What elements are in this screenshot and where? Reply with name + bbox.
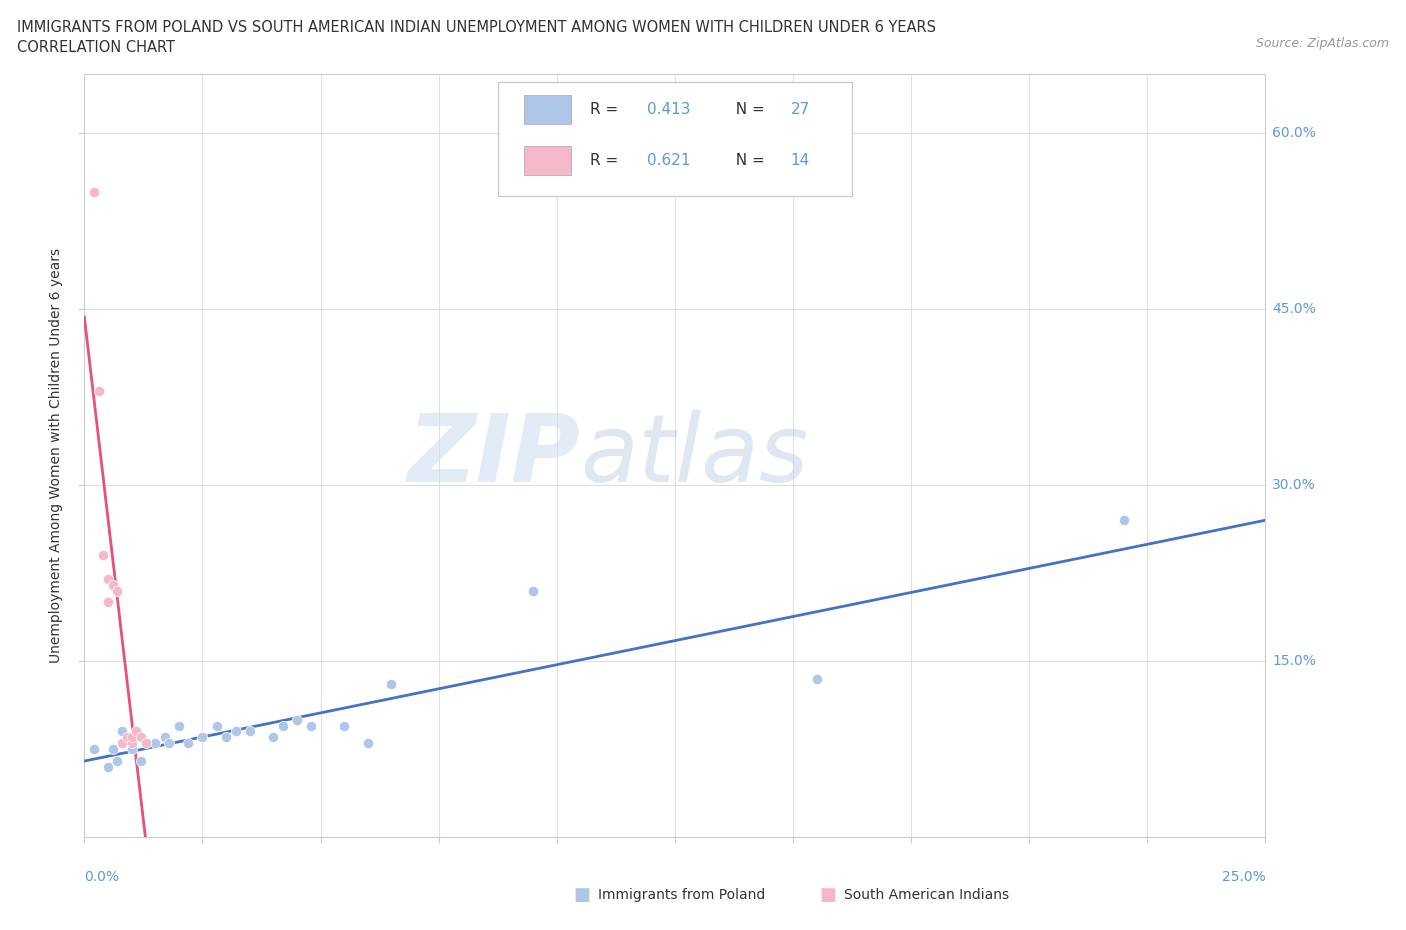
Point — [380, 677, 402, 692]
Text: 0.413: 0.413 — [647, 102, 690, 117]
Text: 60.0%: 60.0% — [1272, 126, 1316, 140]
Text: 30.0%: 30.0% — [1272, 478, 1316, 492]
Point — [271, 718, 294, 733]
Point — [83, 184, 105, 199]
Text: 14: 14 — [790, 153, 810, 168]
Text: 45.0%: 45.0% — [1272, 302, 1316, 316]
Point — [357, 736, 380, 751]
Point — [87, 384, 110, 399]
Point — [806, 671, 828, 686]
Point — [129, 753, 152, 768]
Point — [121, 741, 143, 756]
Point — [97, 759, 120, 774]
Text: Immigrants from Poland: Immigrants from Poland — [598, 887, 765, 902]
Text: R =: R = — [591, 102, 623, 117]
Point — [107, 753, 129, 768]
Text: 25.0%: 25.0% — [1222, 870, 1265, 884]
Point — [107, 583, 129, 598]
Point — [143, 736, 166, 751]
Point — [111, 736, 134, 751]
Point — [111, 724, 134, 738]
Text: 0.621: 0.621 — [647, 153, 690, 168]
Text: atlas: atlas — [581, 410, 808, 501]
Point — [157, 736, 180, 751]
Point — [97, 571, 120, 586]
Point — [153, 730, 176, 745]
Point — [115, 730, 138, 745]
Text: CORRELATION CHART: CORRELATION CHART — [17, 40, 174, 55]
Text: South American Indians: South American Indians — [844, 887, 1008, 902]
Point — [125, 724, 148, 738]
Text: IMMIGRANTS FROM POLAND VS SOUTH AMERICAN INDIAN UNEMPLOYMENT AMONG WOMEN WITH CH: IMMIGRANTS FROM POLAND VS SOUTH AMERICAN… — [17, 20, 936, 35]
Text: 0.0%: 0.0% — [84, 870, 120, 884]
Point — [239, 724, 262, 738]
Point — [121, 736, 143, 751]
Text: N =: N = — [725, 153, 769, 168]
Point — [83, 741, 105, 756]
Point — [135, 736, 157, 751]
Point — [215, 730, 238, 745]
Text: ■: ■ — [820, 885, 837, 904]
Point — [177, 736, 200, 751]
Text: ZIP: ZIP — [408, 410, 581, 501]
Point — [205, 718, 228, 733]
Point — [97, 595, 120, 610]
Text: ■: ■ — [574, 885, 591, 904]
Point — [91, 548, 114, 563]
Point — [225, 724, 247, 738]
Point — [101, 578, 124, 592]
Text: Source: ZipAtlas.com: Source: ZipAtlas.com — [1256, 37, 1389, 50]
Text: 27: 27 — [790, 102, 810, 117]
Point — [1112, 512, 1135, 527]
Text: R =: R = — [591, 153, 623, 168]
Point — [299, 718, 322, 733]
Point — [191, 730, 214, 745]
Point — [129, 730, 152, 745]
Point — [262, 730, 284, 745]
Y-axis label: Unemployment Among Women with Children Under 6 years: Unemployment Among Women with Children U… — [49, 248, 63, 663]
Point — [333, 718, 356, 733]
Text: 15.0%: 15.0% — [1272, 654, 1316, 668]
Point — [522, 583, 544, 598]
Text: N =: N = — [725, 102, 769, 117]
Point — [167, 718, 190, 733]
FancyBboxPatch shape — [523, 146, 571, 175]
Point — [121, 730, 143, 745]
Point — [285, 712, 308, 727]
Point — [101, 741, 124, 756]
FancyBboxPatch shape — [498, 82, 852, 196]
FancyBboxPatch shape — [523, 95, 571, 124]
